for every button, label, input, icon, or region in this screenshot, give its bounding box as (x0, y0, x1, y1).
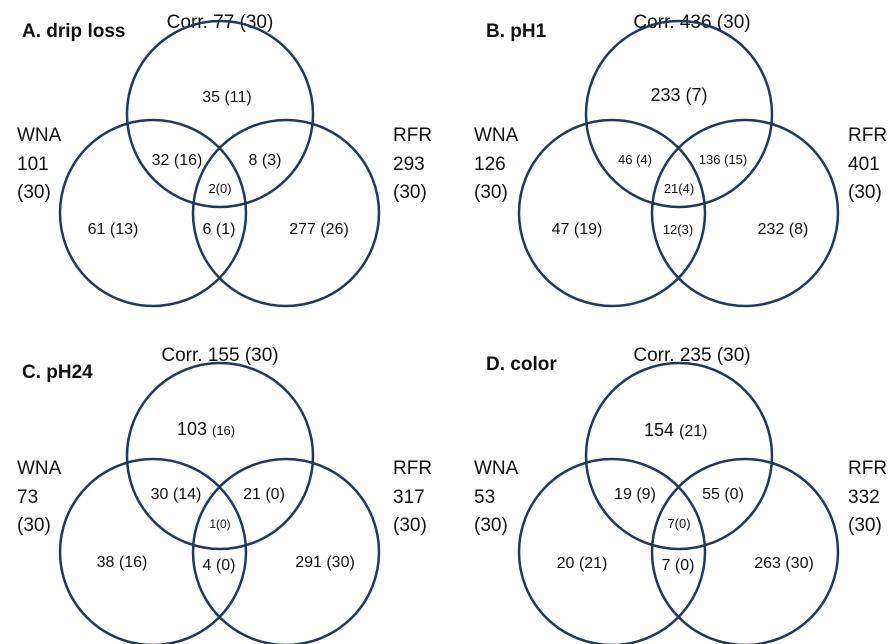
wna-circle (517, 457, 707, 644)
rfr-set-count: 401 (848, 154, 880, 175)
region-wna-corr: 30 (14) (151, 486, 202, 503)
rfr-set-name: RFR (848, 458, 887, 479)
panel-title: C. pH24 (22, 362, 93, 383)
region-wna-rfr: 12(3) (663, 222, 693, 237)
corr-circle (125, 19, 315, 209)
region-wna-corr: 19 (9) (614, 486, 656, 503)
rfr-set-paren: (30) (393, 515, 427, 536)
region-wna-only: 47 (19) (552, 221, 603, 238)
rfr-set-paren: (30) (848, 182, 882, 203)
rfr-circle (191, 457, 381, 644)
panel-a-drip-loss: A. drip loss Corr. 77 (30) WNA 101 (30) … (17, 12, 432, 308)
region-wna-rfr: 4 (0) (203, 557, 236, 574)
wna-set-paren: (30) (474, 182, 508, 203)
corr-set-label: Corr. 77 (30) (167, 12, 274, 33)
region-wna-only: 61 (13) (88, 221, 139, 238)
rfr-set-name: RFR (848, 125, 887, 146)
panel-d-color: D. color Corr. 235 (30) WNA 53 (30) RFR … (474, 345, 887, 644)
wna-set-paren: (30) (474, 515, 508, 536)
corr-circle (584, 361, 774, 551)
wna-set-name: WNA (474, 125, 519, 146)
wna-set-paren: (30) (17, 515, 51, 536)
region-rfr-only: 291 (30) (295, 554, 355, 571)
rfr-set-name: RFR (393, 125, 432, 146)
region-all-three: 21(4) (664, 181, 694, 196)
wna-set-count: 53 (474, 487, 495, 508)
corr-set-label: Corr. 235 (30) (633, 345, 750, 366)
corr-circle (584, 19, 774, 209)
region-corr-only-paren: (21) (679, 423, 707, 440)
corr-circle (125, 361, 315, 551)
rfr-circle (650, 457, 840, 644)
region-rfr-only: 263 (30) (754, 555, 814, 572)
region-corr-only-count: 154 (644, 420, 674, 440)
wna-set-name: WNA (17, 125, 62, 146)
wna-set-name: WNA (474, 458, 519, 479)
wna-set-count: 73 (17, 487, 38, 508)
panel-b-ph1: B. pH1 Corr. 436 (30) WNA 126 (30) RFR 4… (474, 12, 887, 308)
region-all-three: 7(0) (667, 516, 690, 531)
panel-title: D. color (486, 354, 557, 375)
region-corr-only: 35 (11) (202, 89, 252, 106)
region-corr-rfr: 21 (0) (243, 486, 285, 503)
region-corr-only: 233 (7) (650, 85, 707, 105)
region-rfr-only: 277 (26) (289, 221, 349, 238)
region-all-three: 1(0) (209, 517, 230, 531)
region-rfr-only: 232 (8) (758, 221, 809, 238)
region-corr-only-count: 103 (177, 419, 207, 439)
rfr-set-count: 332 (848, 487, 880, 508)
region-wna-rfr: 6 (1) (203, 221, 236, 238)
panel-title: A. drip loss (22, 21, 125, 42)
rfr-circle (191, 118, 381, 308)
wna-set-paren: (30) (17, 182, 51, 203)
region-wna-only: 20 (21) (557, 555, 608, 572)
rfr-set-count: 317 (393, 487, 425, 508)
panel-c-ph24: C. pH24 Corr. 155 (30) WNA 73 (30) RFR 3… (17, 345, 432, 644)
region-all-three: 2(0) (208, 181, 231, 196)
corr-set-label: Corr. 155 (30) (161, 345, 278, 366)
region-wna-only: 38 (16) (97, 554, 148, 571)
region-wna-corr: 46 (4) (618, 152, 652, 167)
region-wna-rfr: 7 (0) (662, 557, 695, 574)
wna-circle (517, 118, 707, 308)
wna-circle (58, 118, 248, 308)
wna-set-name: WNA (17, 458, 62, 479)
rfr-set-count: 293 (393, 154, 425, 175)
rfr-set-name: RFR (393, 458, 432, 479)
region-corr-rfr: 8 (3) (249, 152, 282, 169)
region-corr-rfr: 136 (15) (699, 152, 747, 167)
region-corr-rfr: 55 (0) (702, 486, 744, 503)
panel-title: B. pH1 (486, 21, 547, 42)
wna-set-count: 126 (474, 154, 506, 175)
rfr-set-paren: (30) (848, 515, 882, 536)
wna-set-count: 101 (17, 154, 49, 175)
rfr-set-paren: (30) (393, 182, 427, 203)
wna-circle (58, 457, 248, 644)
rfr-circle (650, 118, 840, 308)
region-corr-only-paren: (16) (212, 423, 235, 438)
region-wna-corr: 32 (16) (152, 152, 203, 169)
